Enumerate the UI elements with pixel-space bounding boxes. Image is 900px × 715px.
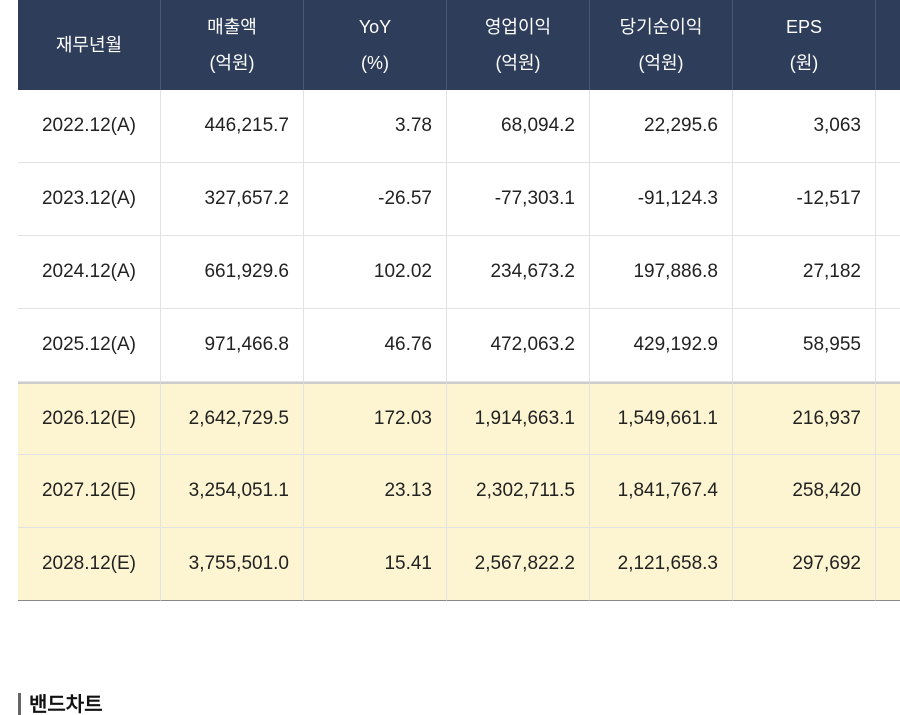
cell-value: 3,755,501.0: [161, 528, 304, 601]
column-header: YoY (%): [304, 0, 447, 90]
cell-value: 971,466.8: [161, 309, 304, 382]
section-title: 밴드차트: [18, 693, 103, 715]
cell-empty: [876, 236, 900, 309]
cell-value: 197,886.8: [590, 236, 733, 309]
header-text: 재무년월: [55, 35, 123, 55]
header-text: 당기순이익: [619, 17, 703, 37]
header-text: (%): [361, 53, 389, 73]
cell-empty: [876, 90, 900, 163]
cell-value: -12,517: [733, 163, 876, 236]
cell-value: 22,295.6: [590, 90, 733, 163]
cell-value: 297,692: [733, 528, 876, 601]
cell-empty: [876, 528, 900, 601]
cell-value: 58,955: [733, 309, 876, 382]
financial-table: 재무년월 매출액 (억원) YoY (%) 영업이익 (억원) 당기순이익 (억원) EPS (원)…: [18, 0, 900, 603]
cell-value: 23.13: [304, 455, 447, 528]
cell-value: 46.76: [304, 309, 447, 382]
cell-empty: [876, 382, 900, 455]
column-header: 영업이익 (억원): [447, 0, 590, 90]
row-label: 2023.12(A): [18, 163, 161, 236]
cell-value: 2,302,711.5: [447, 455, 590, 528]
row-label: 2025.12(A): [18, 309, 161, 382]
cell-value: 216,937: [733, 382, 876, 455]
column-header: EPS (원): [733, 0, 876, 90]
header-text: EPS: [785, 17, 823, 37]
cell-value: 1,914,663.1: [447, 382, 590, 455]
header-text: (원): [789, 53, 819, 73]
cell-value: -26.57: [304, 163, 447, 236]
cell-value: 258,420: [733, 455, 876, 528]
column-header: 매출액 (억원): [161, 0, 304, 90]
row-label: 2027.12(E): [18, 455, 161, 528]
cell-value: 3.78: [304, 90, 447, 163]
cell-value: 327,657.2: [161, 163, 304, 236]
header-text: 영업이익: [484, 17, 552, 37]
cell-value: 429,192.9: [590, 309, 733, 382]
column-header: [876, 0, 900, 90]
row-label: 2028.12(E): [18, 528, 161, 601]
cell-empty: [876, 455, 900, 528]
cell-empty: [876, 163, 900, 236]
cell-value: 2,567,822.2: [447, 528, 590, 601]
cell-value: 15.41: [304, 528, 447, 601]
header-text: (억원): [638, 53, 684, 73]
cell-value: 68,094.2: [447, 90, 590, 163]
header-text: YoY: [358, 17, 392, 37]
cell-value: 2,642,729.5: [161, 382, 304, 455]
cell-value: 1,841,767.4: [590, 455, 733, 528]
cell-value: 2,121,658.3: [590, 528, 733, 601]
cell-value: -77,303.1: [447, 163, 590, 236]
cell-value: 234,673.2: [447, 236, 590, 309]
column-header: 당기순이익 (억원): [590, 0, 733, 90]
cell-value: 446,215.7: [161, 90, 304, 163]
header-text: (억원): [495, 53, 541, 73]
cell-value: 172.03: [304, 382, 447, 455]
cell-value: 102.02: [304, 236, 447, 309]
cell-value: 472,063.2: [447, 309, 590, 382]
row-label: 2026.12(E): [18, 382, 161, 455]
column-header: 재무년월: [18, 0, 161, 90]
row-label: 2024.12(A): [18, 236, 161, 309]
cell-value: 1,549,661.1: [590, 382, 733, 455]
row-label: 2022.12(A): [18, 90, 161, 163]
cell-value: 3,063: [733, 90, 876, 163]
header-text: (억원): [209, 53, 255, 73]
cell-value: -91,124.3: [590, 163, 733, 236]
cell-empty: [876, 309, 900, 382]
cell-value: 27,182: [733, 236, 876, 309]
header-text: 매출액: [207, 17, 257, 37]
cell-value: 3,254,051.1: [161, 455, 304, 528]
cell-value: 661,929.6: [161, 236, 304, 309]
